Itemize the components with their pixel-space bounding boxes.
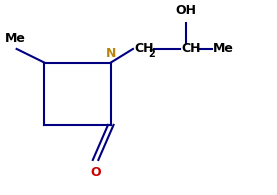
Text: CH: CH [181, 43, 201, 55]
Text: Me: Me [5, 32, 26, 45]
Text: N: N [106, 47, 116, 60]
Text: Me: Me [213, 43, 234, 55]
Text: O: O [90, 166, 101, 179]
Text: OH: OH [175, 4, 196, 17]
Text: 2: 2 [149, 49, 155, 59]
Text: CH: CH [134, 43, 154, 55]
